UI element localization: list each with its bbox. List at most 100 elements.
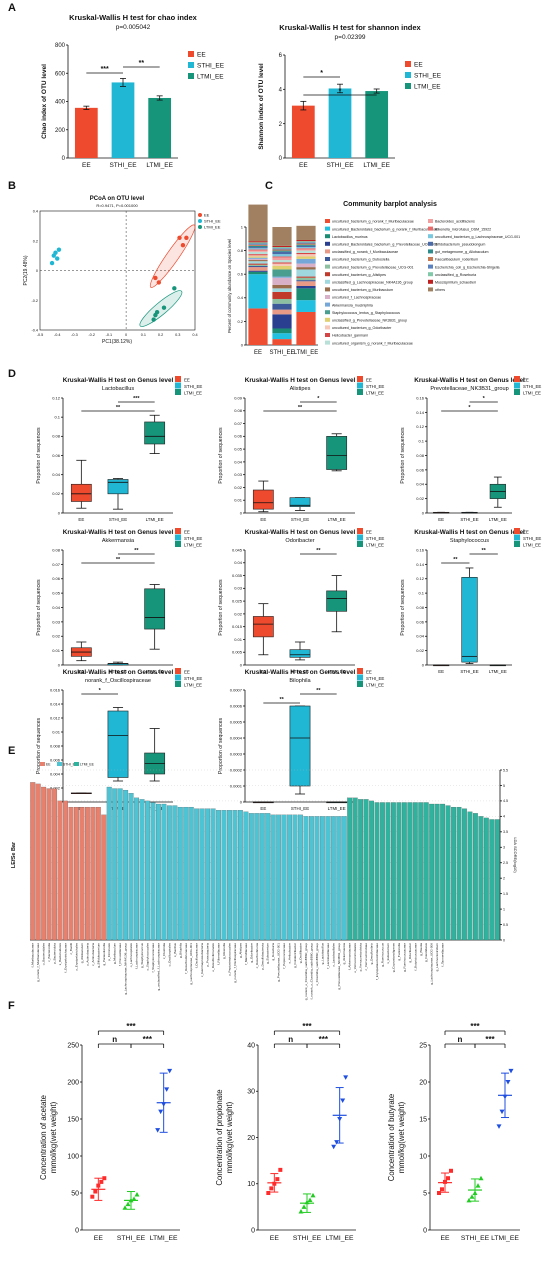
lefse-chart-bar-label: g_Staphylococcus: [140, 943, 144, 969]
bilophila-chart-legend-label: EE: [366, 670, 372, 675]
lactobacillus-chart-legend-swatch: [175, 389, 181, 395]
lefse-chart-bar-STHI_EE: [287, 814, 293, 941]
community-chart-legend-swatch: [325, 310, 330, 315]
acetate-chart-x-tick-label: LTMI_EE: [150, 1235, 178, 1242]
staphylococcus-chart-subtitle: Staphylococcus: [450, 538, 489, 544]
lefse-chart-bar-label: p_Firmicutes: [107, 943, 111, 961]
pcoa-chart-x-tick-label: -0.1: [106, 333, 113, 337]
odoribacter-chart-legend-label: STHI_EE: [366, 536, 384, 541]
butyrate-chart-y-tick-label: 10: [419, 1153, 427, 1160]
community-chart-segment: [248, 247, 268, 249]
community-chart-segment: [296, 258, 316, 264]
lefse-chart-bar-LTMI_EE: [407, 802, 413, 941]
staphylococcus-chart-x-tick-label: EE: [438, 669, 444, 674]
community-chart-segment: [272, 339, 292, 345]
akkermansia-chart-sig-label: **: [134, 548, 139, 554]
lefse-chart-y-tick-label: 4: [503, 815, 505, 819]
lefse-chart-bar-label: c_Bacteroidia: [47, 943, 51, 962]
pcoa-chart-y-tick-label: -0.4: [31, 329, 38, 333]
lefse-chart-bar-label: g_Allobaculum: [80, 943, 84, 964]
community-chart-segment: [296, 300, 316, 312]
lefse-chart-bar-label: g_Ruminococcus: [381, 943, 385, 967]
community-chart-segment: [272, 333, 292, 340]
oscillospiraceae-chart-legend-swatch: [175, 668, 181, 674]
lefse-chart-bar-label: f_Butyricicoccaceae: [413, 943, 417, 971]
akkermansia-chart-y-tick-label: 0.06: [52, 576, 61, 581]
community-chart-legend-label: uncultured_organism_g_norank_f_Muribacul…: [332, 341, 413, 345]
lefse-chart-bar-label: f_Prevotellaceae: [118, 943, 122, 966]
community-chart-segment: [272, 314, 292, 329]
propionate-chart-point-EE: [266, 1191, 271, 1195]
shannon-chart-title: Kruskal-Wallis H test for shannon index: [279, 23, 421, 32]
lefse-chart-bar-label: c_Actinobacteria: [91, 943, 95, 966]
lefse-chart-bar-EE: [35, 783, 41, 941]
community-chart-segment: [296, 244, 316, 246]
odoribacter-chart-legend-label: EE: [366, 530, 372, 535]
alistipes-chart-box-STHI_EE: [289, 497, 311, 507]
community-chart-legend-label: Rikenella_microfusus_DSM_15922: [435, 227, 491, 231]
lefse-chart-bar-STHI_EE: [199, 808, 205, 941]
staphylococcus-chart-legend-label: EE: [523, 530, 529, 535]
community-chart-segment: [248, 265, 268, 268]
acetate-chart-y-tick-label: 50: [71, 1190, 79, 1197]
pcoa-chart-x-tick-label: 0: [125, 333, 127, 337]
community-chart-y-tick-label: 0.8: [237, 248, 243, 253]
chao-chart-bar-LTMI_EE: [148, 97, 172, 158]
community-chart-y-tick-label: 0: [241, 342, 244, 347]
community-chart-legend-swatch: [428, 241, 433, 246]
acetate-chart-x-tick-label: EE: [94, 1235, 104, 1242]
pcoa-chart-x-tick-label: 0.2: [158, 333, 163, 337]
community-chart-segment: [296, 239, 316, 242]
prevotellaceae-chart-title: Kruskal-Wallis H test on Genus level: [414, 377, 525, 384]
community-chart-segment: [272, 284, 292, 289]
lefse-chart-y-tick-label: 5.5: [503, 768, 508, 772]
akkermansia-chart-ylabel: Proportion of sequences: [36, 579, 42, 636]
akkermansia-chart-legend-swatch: [175, 528, 181, 534]
lactobacillus-chart-y-tick-label: 0.12: [52, 395, 61, 400]
lefse-chart-bar-LTMI_EE: [440, 803, 446, 941]
acetate-chart-y-tick-label: 100: [67, 1153, 79, 1160]
butyrate-chart-x-tick-label: LTMI_EE: [491, 1235, 519, 1242]
community-chart-segment: [248, 244, 268, 246]
lefse-chart-bar-STHI_EE: [216, 810, 221, 941]
butyrate-chart-point-STHI_EE: [469, 1194, 475, 1199]
lefse-chart-bar-EE: [63, 800, 68, 941]
staphylococcus-chart-y-tick-label: 0.16: [416, 547, 425, 552]
lefse-chart-bar-label: g_Parasutterella: [102, 943, 106, 966]
community-chart-segment: [272, 260, 292, 263]
community-chart-legend-swatch: [325, 302, 330, 307]
lefse-chart-bar-LTMI_EE: [483, 817, 489, 941]
prevotellaceae-chart-y-tick-label: 0.08: [416, 453, 425, 458]
propionate-chart-y-tick-label: 0: [251, 1227, 255, 1234]
lefse-chart-bar-STHI_EE: [232, 810, 238, 941]
chao-chart-sig-label: **: [139, 60, 145, 67]
alistipes-chart-subtitle: Alistipes: [290, 386, 311, 392]
community-chart-legend-label: Bifidobacterium_pseudolongum: [435, 243, 485, 247]
prevotellaceae-chart-y-tick-label: 0.06: [416, 467, 425, 472]
community-chart-legend-label: uncultured_Bacteroidales_bacterium_g_nor…: [332, 227, 438, 231]
butyrate-chart-ylabel: Concentration of butyrate: [387, 1094, 396, 1182]
oscillospiraceae-chart-ylabel: Proportion of sequences: [36, 717, 42, 774]
alistipes-chart-x-tick-label: EE: [260, 517, 266, 522]
community-chart-legend-swatch: [325, 295, 330, 299]
community-chart-segment: [272, 263, 292, 266]
pcoa-chart-y-tick-label: -0.2: [31, 299, 38, 303]
lefse-chart-bar-STHI_EE: [319, 816, 325, 941]
lactobacillus-chart-box-STHI_EE: [107, 479, 129, 495]
akkermansia-chart-y-tick-label: 0.03: [52, 619, 61, 624]
community-chart-legend-label: Staphylococcus_lentus_g_Staphylococcus: [332, 311, 400, 315]
lactobacillus-chart-legend-swatch: [175, 376, 181, 382]
bilophila-chart-title: Kruskal-Wallis H test on Genus level: [245, 669, 356, 676]
pcoa-chart-point-STHI_EE: [55, 256, 60, 261]
bilophila-chart-x-tick-label: STHI_EE: [291, 806, 309, 811]
oscillospiraceae-chart-sig-label: *: [99, 688, 102, 694]
odoribacter-chart-title: Kruskal-Wallis H test on Genus level: [245, 529, 356, 536]
community-chart-segment: [296, 243, 316, 245]
staphylococcus-chart-legend-swatch: [514, 541, 520, 547]
community-chart-segment: [296, 242, 316, 244]
lefse-chart-bar-label: f_Lactobacillaceae: [326, 943, 330, 969]
lefse-chart-bar-label: o_Desulfovibrionales: [211, 943, 215, 972]
propionate-chart-point-EE: [275, 1177, 280, 1182]
community-chart-legend-label: Escherichia_coli_g_Escherichia-Shigella: [435, 265, 500, 269]
community-chart-legend-label: unclassified_g_Roseburia: [435, 273, 476, 277]
